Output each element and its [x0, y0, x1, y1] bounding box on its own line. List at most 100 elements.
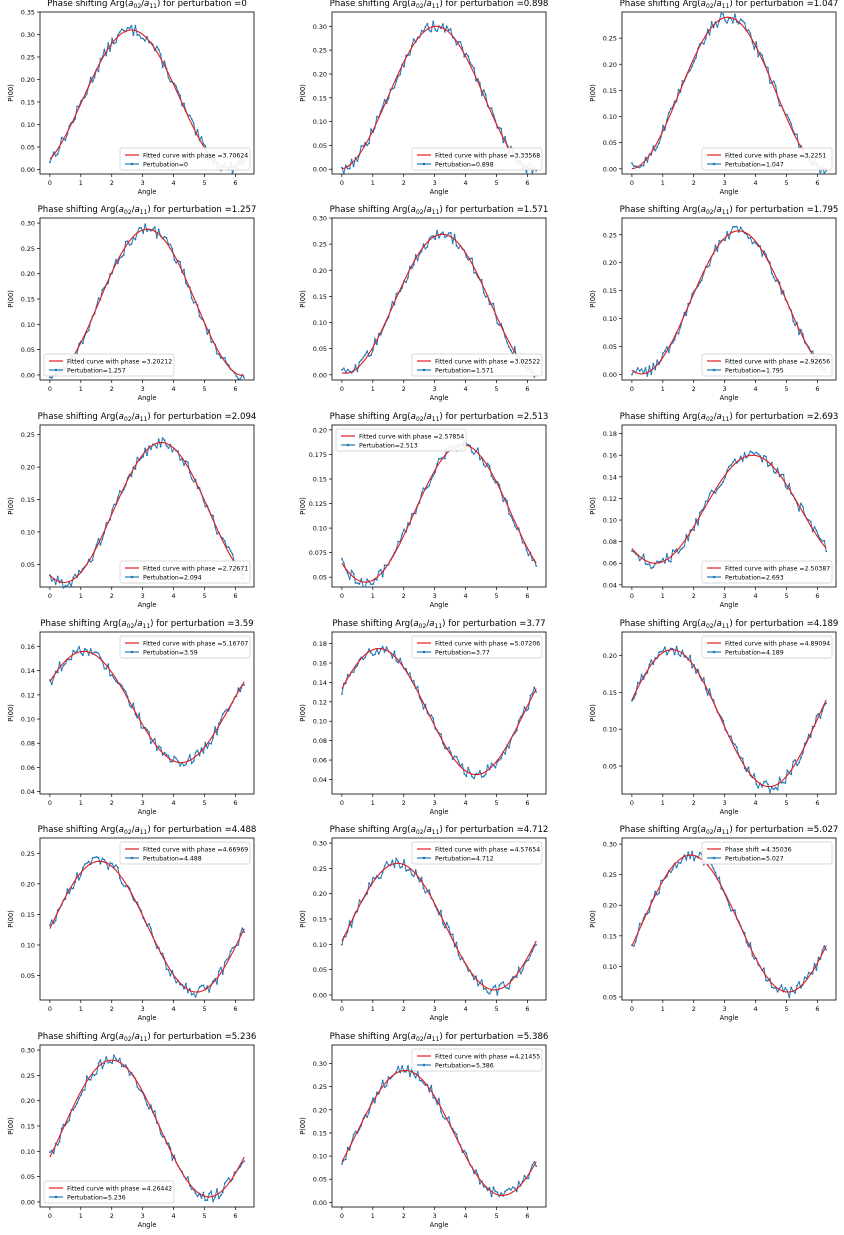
data-point	[790, 773, 793, 776]
data-point	[741, 20, 744, 22]
y-tick-label: 0.25	[313, 865, 327, 873]
data-point	[656, 146, 659, 148]
data-point	[72, 1109, 75, 1111]
data-point	[239, 690, 242, 693]
data-point	[798, 981, 800, 983]
data-point	[420, 492, 423, 494]
y-tick-label: 0.10	[21, 321, 35, 329]
data-point	[681, 649, 684, 652]
data-point	[111, 509, 113, 511]
x-tick-label: 2	[402, 1212, 406, 1220]
x-tick-label: 3	[433, 1005, 437, 1013]
legend-data-label: Pertubation=3.77	[435, 649, 490, 656]
data-point	[169, 243, 172, 246]
data-point	[185, 763, 187, 765]
data-point	[218, 1197, 220, 1200]
data-point	[480, 278, 483, 281]
data-point	[109, 862, 111, 864]
data-point	[459, 41, 462, 43]
legend-data-label: Pertubation=5.386	[435, 1062, 494, 1069]
data-point	[677, 861, 680, 864]
data-point	[132, 702, 135, 705]
x-tick-label: 2	[692, 592, 696, 600]
legend-box	[411, 147, 543, 171]
data-point	[221, 713, 224, 715]
data-point	[494, 1190, 497, 1193]
data-point	[89, 76, 92, 79]
data-point	[159, 1133, 162, 1135]
data-point	[360, 359, 363, 361]
data-point	[525, 548, 528, 551]
y-tick-label: 0.15	[313, 293, 327, 301]
x-axis-label: Angle	[430, 394, 449, 402]
data-point	[366, 1116, 369, 1118]
data-point	[223, 961, 226, 963]
data-point	[807, 971, 810, 974]
plot-area	[331, 631, 547, 795]
data-point	[734, 13, 736, 16]
data-point	[229, 950, 232, 953]
data-point	[451, 933, 454, 936]
data-point	[741, 460, 744, 462]
data-point	[101, 288, 104, 291]
data-point	[66, 888, 69, 891]
data-point	[391, 859, 394, 862]
data-point	[730, 909, 732, 912]
legend-fit-label: Fitted curve with phase =2.92656	[725, 358, 830, 365]
data-point	[115, 41, 117, 44]
y-tick-label: 0.00	[313, 166, 327, 174]
data-point	[50, 580, 53, 582]
data-point	[56, 671, 59, 674]
y-tick-label: 0.30	[21, 220, 35, 228]
data-point	[498, 1195, 501, 1198]
data-point	[681, 80, 684, 82]
x-tick-label: 6	[233, 592, 237, 600]
data-point	[453, 233, 456, 236]
data-point	[148, 731, 150, 733]
data-point	[422, 887, 425, 890]
x-tick-label: 6	[815, 592, 819, 600]
chart-title: Phase shifting Arg(a02/a11) for perturba…	[330, 825, 549, 836]
data-point	[451, 242, 454, 245]
y-tick-label: 0.35	[21, 9, 35, 17]
data-point	[644, 156, 647, 159]
data-point	[91, 857, 94, 859]
data-point	[512, 976, 514, 978]
data-point	[346, 572, 349, 575]
data-point	[792, 760, 795, 763]
chart-panel: Phase shifting Arg(a02/a11) for perturba…	[7, 1032, 256, 1229]
data-point	[743, 767, 746, 770]
x-axis-label: Angle	[138, 394, 157, 402]
data-point	[722, 719, 725, 722]
y-tick-label: 0.15	[603, 87, 617, 95]
data-point	[800, 328, 802, 331]
plot-area	[39, 1044, 255, 1208]
data-point	[722, 13, 725, 16]
data-point	[414, 512, 417, 515]
data-point	[484, 987, 487, 990]
data-point	[372, 349, 374, 352]
data-point	[99, 543, 102, 546]
data-point	[393, 86, 396, 89]
data-point	[488, 303, 491, 306]
legend-data-marker	[422, 368, 426, 372]
data-point	[504, 136, 506, 138]
y-tick-label: 0.12	[21, 691, 35, 699]
data-point	[486, 764, 489, 767]
data-point	[440, 733, 442, 736]
data-point	[786, 488, 789, 490]
y-tick-label: 0.15	[313, 916, 327, 924]
data-point	[138, 712, 141, 715]
data-point	[515, 528, 518, 531]
data-point	[410, 267, 413, 270]
data-point	[506, 499, 508, 502]
plot-area	[39, 424, 255, 588]
data-point	[436, 30, 438, 33]
data-point	[735, 21, 738, 23]
data-point	[132, 34, 135, 37]
x-tick-label: 5	[784, 592, 788, 600]
data-point	[183, 102, 185, 105]
y-tick-label: 0.14	[21, 667, 35, 675]
data-point	[391, 300, 394, 303]
data-point	[372, 654, 374, 657]
